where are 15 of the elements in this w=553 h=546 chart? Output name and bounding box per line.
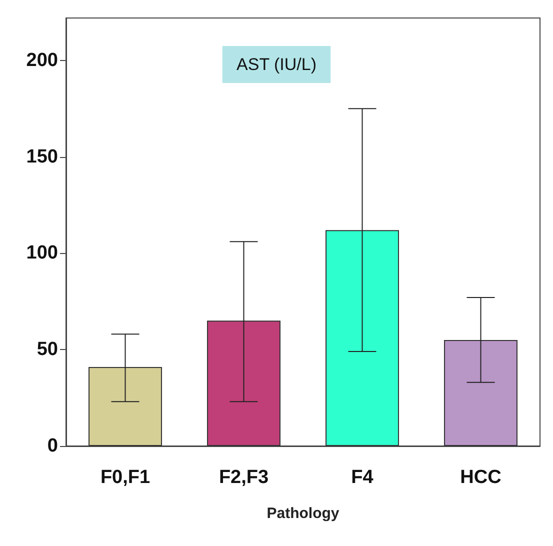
x-axis-title: Pathology — [266, 505, 340, 522]
x-tick-label: F0,F1 — [100, 467, 150, 488]
bar — [88, 366, 162, 446]
y-tick-label: 150 — [26, 146, 58, 168]
y-tick-label: 200 — [26, 50, 58, 71]
bar — [207, 320, 280, 446]
x-tick-label: F4 — [351, 467, 374, 488]
y-tick-label: 50 — [36, 339, 58, 360]
x-tick-label: F2,F3 — [218, 467, 269, 488]
bar — [326, 230, 399, 446]
text: AST (IU/L) — [236, 55, 316, 74]
y-tick-label: 0 — [47, 436, 58, 456]
y-tick-label: 100 — [26, 242, 58, 264]
x-tick-label: HCC — [460, 467, 502, 488]
bar — [444, 340, 518, 446]
